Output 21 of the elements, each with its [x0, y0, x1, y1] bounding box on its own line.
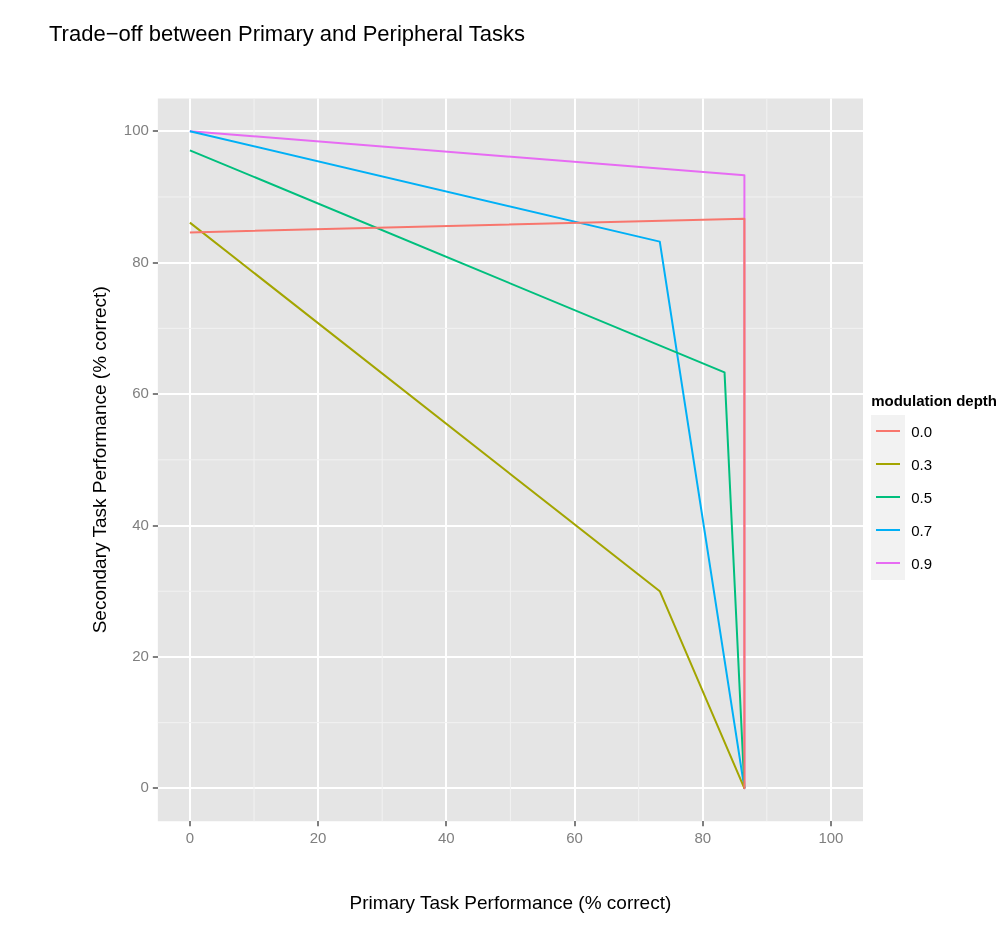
- y-axis-title: Secondary Task Performance (% correct): [88, 286, 110, 634]
- legend-label: 0.0: [911, 422, 933, 440]
- legend-label: 0.3: [911, 455, 933, 473]
- x-axis-title: Primary Task Performance (% correct): [349, 891, 672, 913]
- legend-label: 0.7: [911, 521, 933, 539]
- y-tick-label: 100: [123, 121, 149, 139]
- y-tick-label: 60: [132, 384, 149, 402]
- x-tick-label: 40: [438, 829, 455, 847]
- x-tick-label: 100: [818, 829, 844, 847]
- y-tick-label: 20: [132, 647, 149, 665]
- legend-title: modulation depth: [871, 391, 997, 409]
- legend-label: 0.9: [911, 554, 933, 572]
- y-tick-label: 40: [132, 515, 149, 533]
- legend-label: 0.5: [911, 488, 933, 506]
- x-tick-label: 0: [185, 829, 195, 847]
- y-tick-label: 80: [132, 252, 149, 270]
- x-tick-label: 20: [309, 829, 327, 847]
- x-tick-label: 80: [694, 829, 712, 847]
- x-tick-label: 60: [566, 829, 584, 847]
- y-tick-label: 0: [140, 778, 149, 796]
- chart-title: Trade−off between Primary and Peripheral Tasks: [49, 21, 526, 47]
